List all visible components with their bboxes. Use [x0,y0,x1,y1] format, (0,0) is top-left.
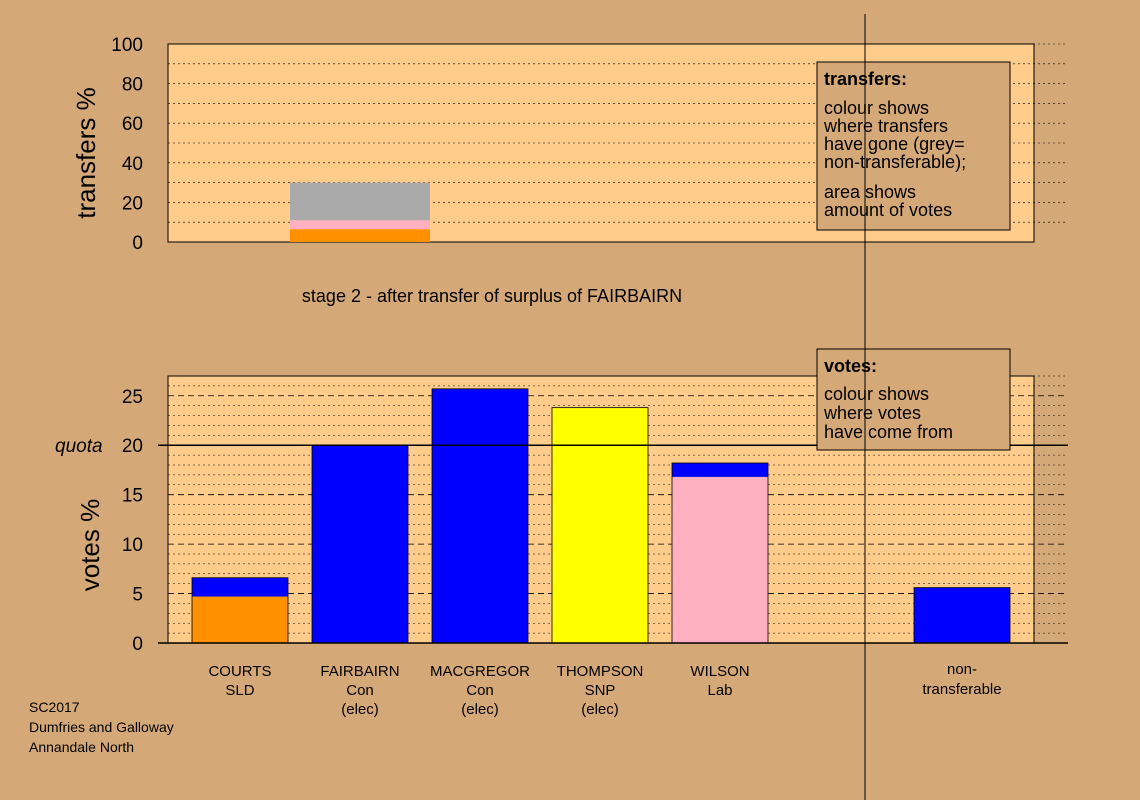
votes-chart: 0 5 10 15 20 25 quota votes % COURTS SLD FAIRBA… [55,348,1068,718]
transfers-legend: transfers: colour shows where transfers … [816,61,1011,231]
transfers-legend-line: where transfers [823,116,948,136]
votes-legend: votes: colour shows where votes have com… [816,348,1011,451]
votes-y-tick-label: 5 [132,585,143,606]
transfers-y-tick-label: 100 [111,35,143,56]
vote-bar-segment [432,388,528,643]
vote-bar-segment [312,445,408,643]
candidate-status: (elec) [581,701,619,718]
candidate-party: Lab [707,682,732,699]
transfers-legend-line: area shows [824,182,916,202]
vote-bar-segment [672,476,768,643]
candidate-status: (elec) [341,701,379,718]
votes-y-tick-label: 20 [122,436,143,457]
votes-y-tick-label: 10 [122,535,143,556]
votes-y-ticks: 0 5 10 15 20 25 [122,387,143,655]
candidate-name: FAIRBAIRN [320,663,399,680]
transfers-y-axis-title: transfers % [71,87,101,219]
transfers-y-tick-label: 20 [122,193,143,214]
transfers-legend-line: non-transferable); [824,152,966,172]
transfers-chart: 0 20 40 60 80 100 transfers % stage 2 - after… [71,35,1068,306]
votes-y-tick-label: 0 [132,634,143,655]
transfers-legend-title: transfers: [824,69,907,89]
votes-bars [191,388,1011,644]
transfers-y-tick-label: 40 [122,154,143,175]
quota-label: quota [55,436,103,457]
nontransferable-bar [913,587,1011,644]
transfers-bar-segment [290,220,430,230]
vote-bar-segment [672,463,768,477]
vote-bar-segment [192,596,288,643]
stage-title: stage 2 - after transfer of surplus of F… [302,286,682,306]
transfers-bar-segment [290,229,430,242]
transfers-y-tick-label: 60 [122,114,143,135]
candidate-party: SLD [225,682,254,699]
transfers-legend-box [816,61,1011,231]
candidate-party: SNP [585,682,616,699]
votes-legend-box [816,348,1011,451]
vote-bar-segment [192,577,288,597]
candidate-name: THOMPSON [557,663,644,680]
transfers-y-tick-label: 0 [132,233,143,254]
footer-ward: Annandale North [29,739,135,755]
candidate-name: MACGREGOR [430,663,530,680]
transfers-legend-line: have gone (grey= [824,134,965,154]
candidate-name: WILSON [690,663,749,680]
transfers-stacked-bar [290,182,430,242]
footer-council: Dumfries and Galloway [29,719,174,735]
candidate-labels: COURTS SLD FAIRBAIRN Con (elec) MACGREGOR Con (… [208,661,1001,718]
transfers-legend-line: colour shows [824,98,929,118]
candidate-party: Con [466,682,494,699]
votes-y-tick-label: 25 [122,387,143,408]
candidate-party: Con [346,682,374,699]
votes-y-tick-label: 15 [122,486,143,507]
transfers-legend-line: amount of votes [824,200,952,220]
footer: SC2017 Dumfries and Galloway Annandale N… [29,697,174,757]
footer-election: SC2017 [29,699,80,715]
vote-bar-segment [552,407,648,643]
votes-legend-line: have come from [824,422,953,442]
transfers-bar-segment [290,182,430,221]
candidate-name: COURTS [208,663,271,680]
nontransferable-label: transferable [922,681,1001,698]
votes-legend-line: where votes [823,403,921,423]
votes-legend-line: colour shows [824,384,929,404]
candidate-status: (elec) [461,701,499,718]
transfers-y-ticks: 0 20 40 60 80 100 [111,35,143,254]
transfers-y-tick-label: 80 [122,75,143,96]
votes-y-axis-title: votes % [75,499,105,592]
votes-legend-title: votes: [824,356,877,376]
nontransferable-label: non- [947,661,977,678]
